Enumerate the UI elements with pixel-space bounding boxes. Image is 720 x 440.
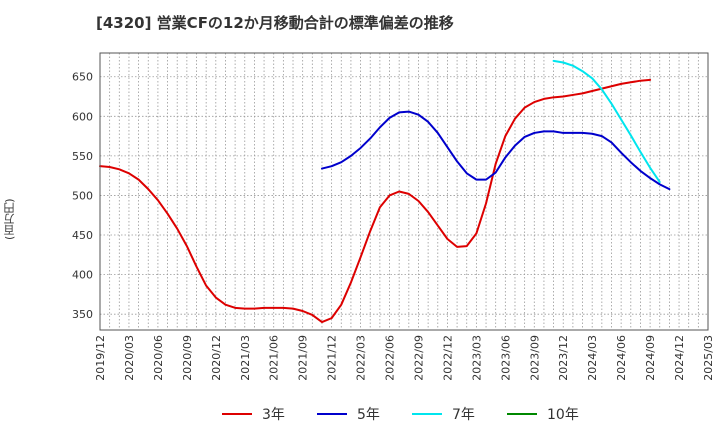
x-tick-label: 2019/12 [94,335,107,381]
series-line [552,59,661,183]
legend: 3年 5年 7年 10年 [0,402,720,426]
x-tick-label: 2023/12 [557,335,570,381]
y-tick-label: 600 [72,110,93,123]
grid [100,53,708,330]
legend-swatch [317,413,347,415]
chart-title: [4320] 営業CFの12か月移動合計の標準偏差の推移 [96,14,454,32]
x-tick-label: 2022/12 [441,335,454,381]
legend-label: 5年 [357,407,380,423]
x-tick-label: 2021/03 [239,335,252,381]
legend-label: 3年 [262,407,285,423]
legend-swatch [222,413,252,415]
x-tick-label: 2024/12 [673,335,686,381]
x-tick-label: 2022/09 [412,335,425,381]
x-tick-label: 2022/06 [384,335,397,381]
plot-frame [99,52,709,331]
x-tick-label: 2021/12 [326,335,339,381]
x-tick-label: 2023/09 [528,335,541,381]
x-tick-label: 2025/03 [702,335,715,381]
x-tick-label: 2023/06 [499,335,512,381]
x-tick-label: 2020/03 [123,335,136,381]
plot-background [100,53,708,330]
series-group [99,59,671,324]
legend-swatch [507,413,537,415]
y-tick-label: 650 [72,71,93,84]
y-tick-label: 350 [72,308,93,321]
y-tick-label: 450 [72,229,93,242]
x-tick-label: 2020/06 [152,335,165,381]
y-tick-labels: 350 400 450 500 550 600 650 [72,71,93,321]
series-line [320,110,671,191]
y-tick-label: 400 [72,269,93,282]
legend-label: 10年 [547,407,579,423]
x-tick-label: 2022/03 [355,335,368,381]
x-tick-label: 2020/12 [210,335,223,381]
legend-label: 7年 [452,407,475,423]
x-tick-label: 2024/09 [644,335,657,381]
x-tick-label: 2021/09 [297,335,310,381]
x-tick-label: 2023/03 [470,335,483,381]
y-tick-label: 550 [72,150,93,163]
series-line [99,78,652,324]
legend-swatch [412,413,442,415]
x-tick-label: 2024/03 [586,335,599,381]
x-tick-labels: 2019/12 2020/03 2020/06 2020/09 2020/12 2021/… [94,335,715,381]
y-tick-label: 500 [72,189,93,202]
x-tick-label: 2021/06 [268,335,281,381]
x-tick-label: 2024/06 [615,335,628,381]
x-tick-label: 2020/09 [181,335,194,381]
